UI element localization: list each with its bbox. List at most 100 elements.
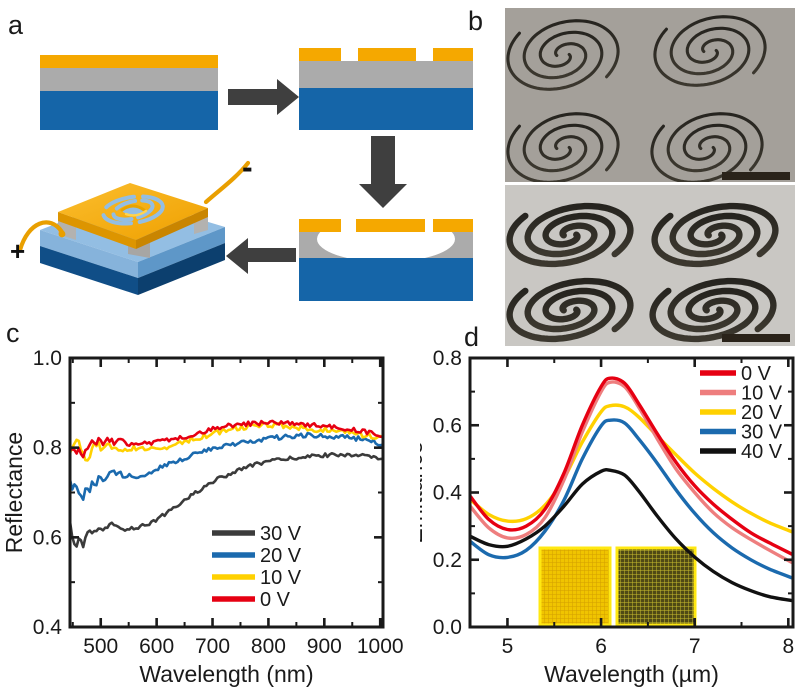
spiral-arm <box>522 19 620 80</box>
stack3-gold-segment <box>356 219 425 232</box>
x-tick-label: 700 <box>195 635 230 658</box>
base-right-upper-face <box>138 227 225 278</box>
spiral-arm <box>666 112 764 173</box>
arrow-right-icon <box>228 79 299 115</box>
y-tick-label: 0.6 <box>433 414 462 437</box>
y-tick-label: 0.8 <box>33 437 62 460</box>
y-tick-label: 0.8 <box>433 347 462 370</box>
etched-cavity <box>317 232 455 258</box>
spiral-arm <box>651 212 761 268</box>
legend-label: 10 V <box>260 567 302 589</box>
optical-inset-image <box>538 546 612 627</box>
plot-frame <box>68 356 385 629</box>
x-tick-label: 1000 <box>357 635 404 658</box>
spiral-arm <box>506 212 616 268</box>
device-3d-schematic: + - <box>10 150 253 295</box>
scale-bar <box>722 172 790 180</box>
legend-label: 20 V <box>741 402 783 424</box>
spiral-arm <box>506 287 616 343</box>
series-line-30V <box>468 418 794 580</box>
panel-b-label: b <box>468 6 484 36</box>
y-tick-label: 0.2 <box>433 549 462 572</box>
process-arrows <box>226 79 407 274</box>
legend-label: 0 V <box>741 363 772 385</box>
x-tick-label: 500 <box>83 635 118 658</box>
y-tick-label: 1.0 <box>33 347 62 370</box>
stack2-gold-segment <box>358 48 416 61</box>
wire-negative <box>203 160 251 205</box>
spiral-arm <box>653 26 751 87</box>
spiral-arm <box>669 15 767 76</box>
sem-image-tilted-view <box>505 185 795 346</box>
sem-image-top-view <box>505 8 795 182</box>
wire-positive <box>17 220 65 253</box>
spiral-structure <box>506 19 620 91</box>
base-right-lower-face <box>138 243 225 295</box>
spiral-structure <box>653 15 767 87</box>
base-left-lower-face <box>40 246 138 295</box>
x-tick-label: 800 <box>251 635 286 658</box>
stack2-sacrificial-layer <box>299 61 473 88</box>
optical-inset-image <box>615 546 697 627</box>
gold-plate-front-left <box>58 212 136 249</box>
emittance-chart: 5 6 7 8 0.0 0.2 0.4 0.6 0.8 Wavelength (µm) Emitta… <box>420 347 795 687</box>
series-line-40V <box>469 468 794 603</box>
series-line-10V <box>68 421 384 462</box>
scale-bar <box>722 334 790 342</box>
spiral-structure <box>506 277 634 343</box>
minus-terminal-label: - <box>242 150 253 185</box>
spiral-arm <box>506 123 604 182</box>
spiral-arm <box>522 112 620 173</box>
y-tick-label: 0.6 <box>33 526 62 549</box>
legend-label: 0 V <box>260 589 291 611</box>
stack1-substrate-layer <box>40 91 218 130</box>
stack3-sacrificial-layer-with-cavity <box>299 232 473 258</box>
plus-terminal-label: + <box>10 236 25 266</box>
y-axis-label: Reflectance <box>1 432 27 553</box>
stack3-substrate-layer <box>299 258 473 301</box>
panel-a-label: a <box>8 10 24 40</box>
legend-label: 40 V <box>741 441 783 463</box>
x-tick-label: 600 <box>139 635 174 658</box>
legend-label: 10 V <box>741 383 783 405</box>
x-axis-label: Wavelength (µm) <box>544 661 719 687</box>
x-tick-label: 8 <box>782 635 794 658</box>
stack1-gold-layer <box>40 55 218 68</box>
base-left-upper-face <box>40 230 138 278</box>
spiral-arm <box>667 277 777 333</box>
y-tick-label: 0.4 <box>33 616 63 639</box>
spiral-arm <box>669 202 779 258</box>
spiral-structure <box>506 202 634 268</box>
series-line-20V <box>468 403 794 534</box>
panel-d-label: d <box>464 322 480 352</box>
spiral-arm <box>506 30 604 91</box>
spiral-arm <box>524 277 634 333</box>
x-axis-label: Wavelength (nm) <box>139 661 313 687</box>
stack3-gold-segment <box>433 219 473 232</box>
stack2-gold-segment <box>299 48 341 61</box>
spiral-arm <box>650 123 748 182</box>
panel-c-label: c <box>6 318 20 348</box>
series-line-0V <box>468 376 794 557</box>
reflectance-chart: 500 600 700 800 900 1000 0.4 0.6 0.8 1.0 Wavelengt… <box>1 347 404 687</box>
sem-background <box>505 8 795 182</box>
arrow-down-icon <box>359 136 407 208</box>
x-tick-label: 7 <box>689 635 701 658</box>
x-tick-label: 900 <box>307 635 342 658</box>
spiral-arm <box>524 202 634 258</box>
legend-label: 20 V <box>260 545 302 567</box>
series-line-0V <box>69 419 383 459</box>
series-line-20V <box>68 431 383 501</box>
x-tick-label: 6 <box>595 635 607 658</box>
series-line-30V <box>68 452 383 549</box>
y-tick-label: 0.0 <box>433 616 462 639</box>
spiral-arm <box>649 287 759 343</box>
legend-label: 30 V <box>741 422 783 444</box>
spiral-structure <box>651 202 779 268</box>
wire-positive-contact <box>58 230 66 238</box>
spiral-structure <box>650 112 764 182</box>
series-line-10V <box>468 380 794 565</box>
stack2-gold-segment <box>433 48 473 61</box>
spiral-structure <box>506 112 620 182</box>
